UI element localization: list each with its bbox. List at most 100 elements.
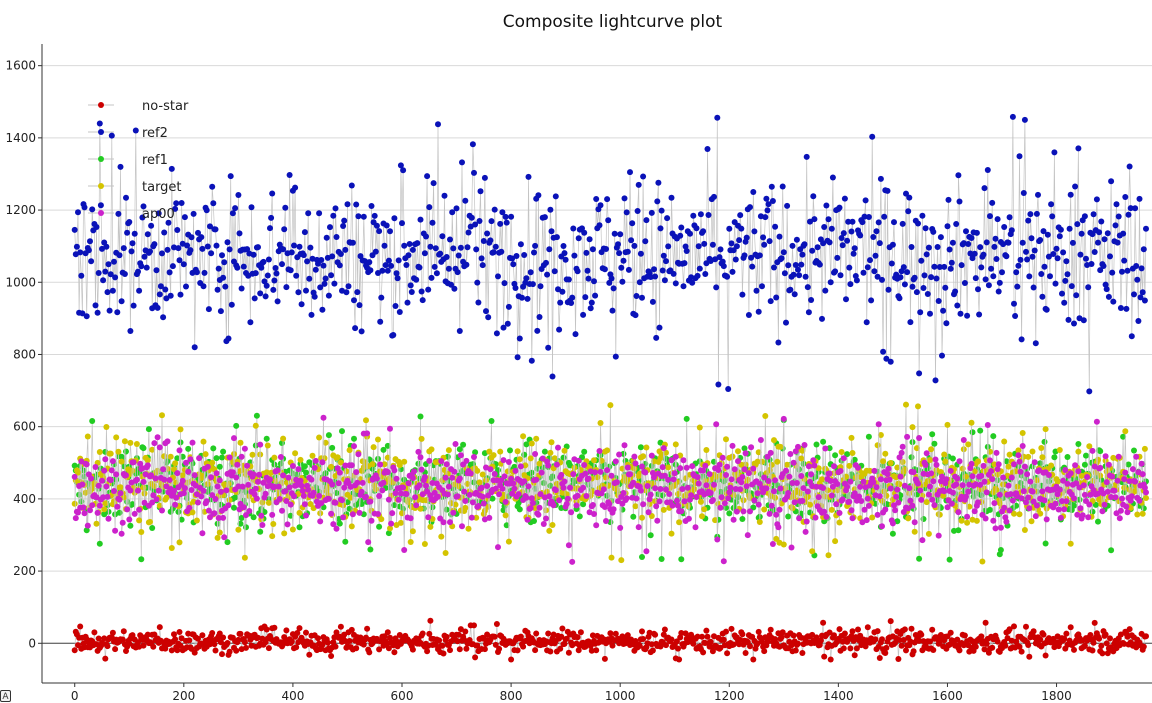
data-point bbox=[154, 304, 161, 311]
data-point bbox=[389, 510, 396, 517]
data-point bbox=[716, 461, 723, 468]
data-point bbox=[174, 455, 181, 462]
data-point bbox=[179, 477, 186, 484]
data-point bbox=[724, 273, 731, 280]
data-point bbox=[1042, 652, 1049, 659]
data-point bbox=[250, 471, 257, 478]
data-point bbox=[894, 486, 901, 493]
data-point bbox=[148, 222, 155, 229]
data-point bbox=[378, 294, 385, 301]
data-point bbox=[779, 183, 786, 190]
data-point bbox=[346, 638, 353, 644]
data-point bbox=[284, 521, 291, 528]
data-point bbox=[1015, 452, 1022, 459]
data-point bbox=[537, 491, 544, 498]
data-point bbox=[706, 471, 713, 478]
data-point bbox=[575, 235, 582, 242]
data-point bbox=[296, 524, 303, 531]
data-point bbox=[771, 264, 777, 271]
data-point bbox=[490, 452, 497, 459]
data-point bbox=[407, 515, 414, 522]
data-point bbox=[795, 266, 801, 273]
data-point bbox=[741, 445, 748, 452]
data-point bbox=[870, 479, 877, 486]
data-point bbox=[864, 624, 871, 631]
data-point bbox=[435, 121, 441, 128]
data-point bbox=[694, 633, 701, 640]
data-point bbox=[104, 493, 111, 500]
data-point bbox=[929, 626, 936, 633]
data-point bbox=[726, 489, 733, 496]
data-point bbox=[837, 272, 844, 279]
data-point bbox=[1107, 635, 1113, 642]
data-point bbox=[883, 644, 890, 651]
data-point bbox=[1109, 473, 1116, 480]
data-point bbox=[101, 506, 108, 513]
data-point bbox=[100, 494, 107, 501]
data-point bbox=[1091, 619, 1098, 626]
data-point bbox=[877, 432, 884, 438]
data-point bbox=[675, 645, 681, 652]
data-point bbox=[178, 635, 185, 642]
data-point bbox=[715, 381, 722, 388]
data-point bbox=[882, 450, 889, 457]
data-point bbox=[217, 308, 224, 315]
data-point bbox=[653, 503, 660, 510]
data-point bbox=[267, 476, 273, 483]
data-point bbox=[525, 483, 532, 490]
data-point bbox=[837, 468, 844, 474]
data-point bbox=[631, 465, 638, 472]
data-point bbox=[762, 214, 769, 221]
data-point bbox=[716, 254, 723, 261]
data-point bbox=[745, 312, 752, 318]
data-point bbox=[591, 278, 597, 285]
data-point bbox=[101, 467, 108, 474]
data-point bbox=[449, 209, 456, 216]
data-point bbox=[1095, 518, 1101, 525]
data-point bbox=[226, 246, 233, 253]
data-point bbox=[825, 216, 832, 223]
data-point bbox=[636, 279, 643, 286]
data-point bbox=[581, 448, 588, 455]
data-point bbox=[1062, 277, 1069, 284]
data-point bbox=[562, 256, 569, 263]
data-point bbox=[1074, 511, 1081, 518]
data-point bbox=[443, 461, 450, 468]
data-point bbox=[1119, 268, 1125, 275]
data-point bbox=[1113, 201, 1120, 208]
data-point bbox=[1023, 248, 1029, 255]
text-tool-icon[interactable]: A bbox=[0, 690, 11, 702]
data-point bbox=[561, 250, 568, 257]
data-point bbox=[608, 472, 615, 479]
data-point bbox=[371, 212, 378, 219]
data-point bbox=[713, 421, 720, 428]
data-point bbox=[916, 555, 923, 562]
data-point bbox=[426, 457, 433, 464]
data-point bbox=[1123, 503, 1130, 510]
data-point bbox=[559, 288, 566, 295]
data-point bbox=[1027, 211, 1034, 218]
data-point bbox=[647, 274, 654, 280]
data-point bbox=[493, 477, 500, 484]
data-point bbox=[141, 253, 148, 260]
data-point bbox=[205, 306, 212, 313]
data-point bbox=[464, 244, 471, 251]
data-point bbox=[521, 252, 528, 258]
data-point bbox=[288, 638, 295, 645]
data-point bbox=[388, 262, 395, 269]
data-point bbox=[368, 203, 375, 209]
data-point bbox=[1057, 514, 1064, 521]
data-point bbox=[904, 269, 911, 276]
data-point bbox=[917, 487, 924, 494]
data-point bbox=[755, 449, 762, 456]
data-point bbox=[955, 527, 962, 534]
data-point bbox=[761, 506, 768, 513]
data-point bbox=[339, 428, 345, 435]
data-point bbox=[335, 480, 342, 487]
data-point bbox=[219, 252, 225, 259]
data-point bbox=[977, 244, 984, 251]
data-point bbox=[89, 502, 96, 509]
data-point bbox=[1050, 251, 1057, 257]
data-point bbox=[1137, 294, 1144, 301]
